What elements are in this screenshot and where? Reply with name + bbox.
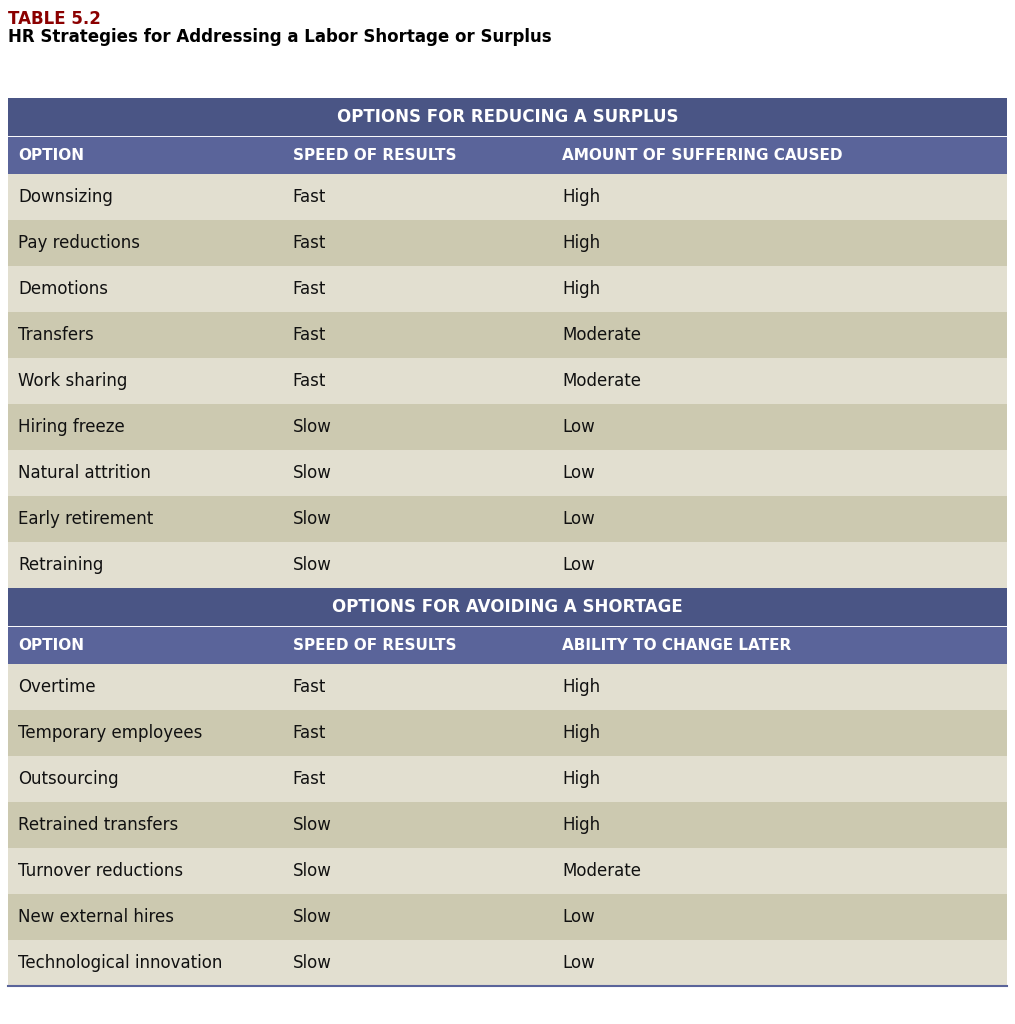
Text: Fast: Fast: [292, 724, 326, 742]
Text: Moderate: Moderate: [562, 326, 641, 344]
Text: Outsourcing: Outsourcing: [18, 770, 119, 788]
Text: Moderate: Moderate: [562, 372, 641, 390]
Text: Slow: Slow: [292, 418, 332, 436]
Text: Fast: Fast: [292, 280, 326, 298]
Text: TABLE 5.2: TABLE 5.2: [8, 10, 100, 28]
Text: Fast: Fast: [292, 234, 326, 252]
Text: OPTIONS FOR AVOIDING A SHORTAGE: OPTIONS FOR AVOIDING A SHORTAGE: [332, 598, 683, 616]
Bar: [8, 450, 1007, 496]
Text: Natural attrition: Natural attrition: [18, 464, 151, 482]
Bar: [8, 710, 1007, 756]
Bar: [8, 266, 1007, 312]
Text: Slow: Slow: [292, 816, 332, 834]
Text: Moderate: Moderate: [562, 862, 641, 880]
Text: Slow: Slow: [292, 862, 332, 880]
Bar: [8, 98, 1007, 136]
Text: OPTIONS FOR REDUCING A SURPLUS: OPTIONS FOR REDUCING A SURPLUS: [337, 108, 678, 126]
Text: Retraining: Retraining: [18, 556, 104, 574]
Bar: [8, 174, 1007, 220]
Text: High: High: [562, 816, 601, 834]
Bar: [8, 404, 1007, 450]
Text: Pay reductions: Pay reductions: [18, 234, 140, 252]
Text: Slow: Slow: [292, 464, 332, 482]
Text: Demotions: Demotions: [18, 280, 108, 298]
Text: Slow: Slow: [292, 908, 332, 926]
Bar: [8, 756, 1007, 802]
Text: Retrained transfers: Retrained transfers: [18, 816, 179, 834]
Text: Slow: Slow: [292, 510, 332, 528]
Text: Slow: Slow: [292, 954, 332, 972]
Text: OPTION: OPTION: [18, 638, 84, 652]
Text: High: High: [562, 678, 601, 696]
Text: HR Strategies for Addressing a Labor Shortage or Surplus: HR Strategies for Addressing a Labor Sho…: [8, 28, 551, 46]
Text: Hiring freeze: Hiring freeze: [18, 418, 125, 436]
Bar: [8, 802, 1007, 848]
Bar: [8, 136, 1007, 174]
Text: Low: Low: [562, 510, 595, 528]
Bar: [8, 588, 1007, 626]
Text: High: High: [562, 770, 601, 788]
Bar: [8, 496, 1007, 542]
Text: Overtime: Overtime: [18, 678, 95, 696]
Text: High: High: [562, 188, 601, 206]
Text: Work sharing: Work sharing: [18, 372, 127, 390]
Bar: [8, 894, 1007, 940]
Bar: [8, 848, 1007, 894]
Text: High: High: [562, 280, 601, 298]
Text: Fast: Fast: [292, 372, 326, 390]
Text: Low: Low: [562, 908, 595, 926]
Bar: [8, 220, 1007, 266]
Text: Low: Low: [562, 954, 595, 972]
Text: ABILITY TO CHANGE LATER: ABILITY TO CHANGE LATER: [562, 638, 792, 652]
Bar: [8, 358, 1007, 404]
Bar: [8, 626, 1007, 664]
Text: Fast: Fast: [292, 188, 326, 206]
Text: High: High: [562, 724, 601, 742]
Text: SPEED OF RESULTS: SPEED OF RESULTS: [292, 147, 456, 163]
Text: New external hires: New external hires: [18, 908, 174, 926]
Text: Transfers: Transfers: [18, 326, 93, 344]
Text: Technological innovation: Technological innovation: [18, 954, 222, 972]
Text: OPTION: OPTION: [18, 147, 84, 163]
Text: SPEED OF RESULTS: SPEED OF RESULTS: [292, 638, 456, 652]
Text: Early retirement: Early retirement: [18, 510, 153, 528]
Text: Fast: Fast: [292, 678, 326, 696]
Text: Low: Low: [562, 556, 595, 574]
Text: AMOUNT OF SUFFERING CAUSED: AMOUNT OF SUFFERING CAUSED: [562, 147, 842, 163]
Bar: [8, 664, 1007, 710]
Text: High: High: [562, 234, 601, 252]
Text: Slow: Slow: [292, 556, 332, 574]
Text: Low: Low: [562, 464, 595, 482]
Text: Low: Low: [562, 418, 595, 436]
Bar: [8, 940, 1007, 986]
Text: Temporary employees: Temporary employees: [18, 724, 202, 742]
Text: Fast: Fast: [292, 326, 326, 344]
Text: Downsizing: Downsizing: [18, 188, 113, 206]
Text: Fast: Fast: [292, 770, 326, 788]
Bar: [8, 312, 1007, 358]
Text: Turnover reductions: Turnover reductions: [18, 862, 183, 880]
Bar: [8, 542, 1007, 588]
